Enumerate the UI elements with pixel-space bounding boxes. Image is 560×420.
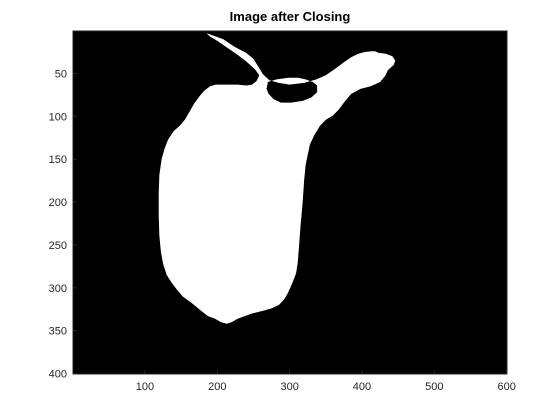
y-tick-label: 350 — [49, 326, 67, 338]
y-tick-label: 300 — [49, 283, 67, 295]
figure-title: Image after Closing — [229, 9, 351, 24]
x-tick-label: 300 — [280, 381, 298, 393]
y-tick-label: 200 — [49, 197, 67, 209]
x-tick-label: 500 — [425, 381, 443, 393]
x-tick-label: 400 — [353, 381, 371, 393]
closed-blob-region — [158, 33, 396, 324]
y-axis: 50 100 150 200 250 300 350 400 — [49, 68, 77, 381]
y-tick-label: 50 — [55, 68, 67, 80]
x-axis: 100 200 300 400 500 600 — [136, 370, 516, 393]
y-tick-label: 150 — [49, 154, 67, 166]
y-tick-label: 400 — [49, 369, 67, 381]
x-tick-label: 100 — [136, 381, 154, 393]
y-tick-label: 100 — [49, 111, 67, 123]
x-tick-label: 600 — [497, 381, 515, 393]
x-tick-label: 200 — [208, 381, 226, 393]
y-tick-label: 250 — [49, 240, 67, 252]
